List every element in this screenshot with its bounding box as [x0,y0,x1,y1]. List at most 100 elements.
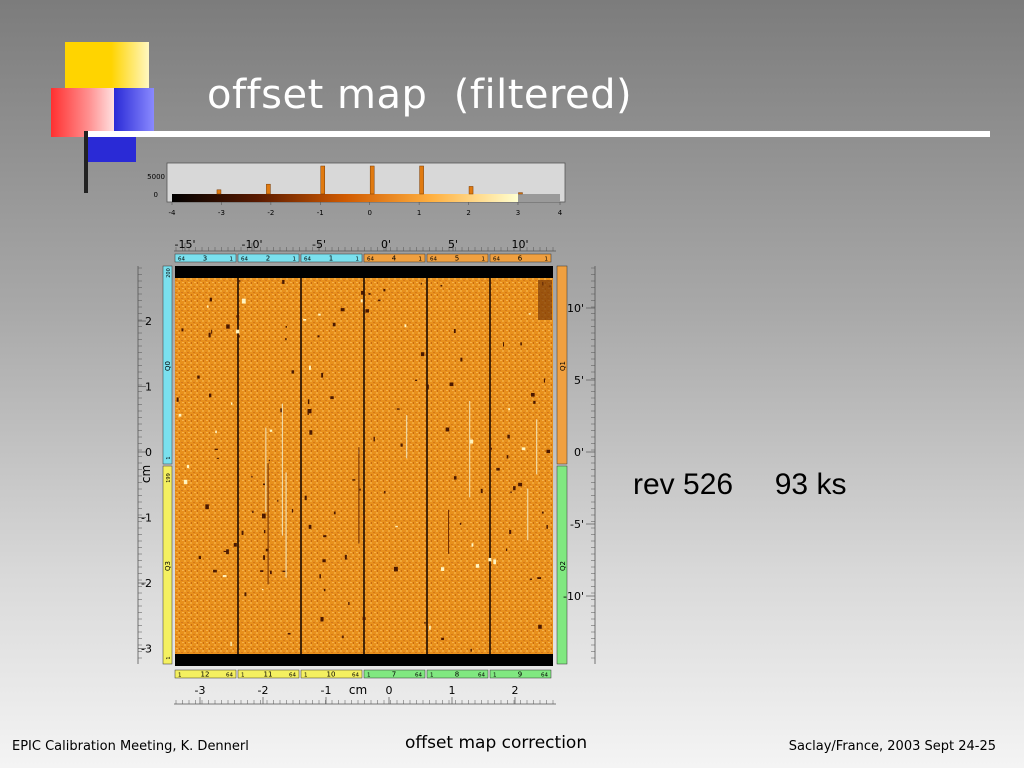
ccd-label-cell [426,253,489,263]
ccd-right-index: 1 [356,257,360,263]
left-cm-tick: 0 [145,446,152,459]
ccd-left-index: 1 [367,673,371,679]
ccd-number: 2 [266,255,270,263]
ccd-label-cell [174,669,237,679]
title-rule-shadow [84,131,88,193]
histogram-bar [419,165,424,195]
ccd-number: 1 [329,255,333,263]
quadrant-bar [556,265,568,465]
histogram-bar [266,183,271,195]
top-degree-tick: -5' [312,238,326,251]
ccd-label-cell [426,669,489,679]
left-cm-tick: 1 [145,381,152,394]
right-degree-axis: 10' 5' 0' -5' -10' [563,266,596,664]
quadrant-row-index: 1 [166,456,172,459]
footer-location-date: Saclay/France, 2003 Sept 24-25 [788,739,996,754]
histogram-bar [518,192,523,195]
top-degree-axis: -15' -10' -5' 0' 5' 10' [174,238,556,252]
title-rule [88,131,990,137]
hist-ytick: 0 [154,191,158,199]
hist-ytick: 5000 [147,173,165,181]
bottom-cm-tick: 0 [386,684,393,697]
hist-xtick: -3 [218,209,225,217]
ccd-number: 12 [201,671,210,679]
offset-map-figure: 5000 0 -4 -3 -2 -1 0 1 2 3 4 -15' -10' -5' 0' 5' 10' … [137,162,596,705]
ccd-number: 3 [203,255,207,263]
left-quadrant-strip: Q0 Q3 200 1 199 1 [162,265,173,665]
hist-xtick: 4 [558,209,563,217]
left-cm-tick: -2 [141,577,152,590]
top-degree-tick: 0' [381,238,391,251]
revolution-exposure-label: rev 526 93 ks [633,468,847,501]
quadrant-row-index: 1 [166,656,172,659]
ccd-number: 4 [392,255,397,263]
offset-map-image [175,266,553,666]
ccd-left-index: 64 [241,257,248,263]
histogram-bar [216,189,222,195]
ccd-number: 7 [392,671,396,679]
ccd-left-index: 1 [241,673,245,679]
ccd-right-index: 64 [478,673,485,679]
histogram-bar [468,186,474,195]
top-degree-tick: -10' [242,238,263,251]
ccd-number: 10 [327,671,336,679]
hist-xtick: -2 [267,209,274,217]
ccd-left-index: 1 [178,673,182,679]
ccd-label-cell [363,253,426,263]
footer-meeting: EPIC Calibration Meeting, K. Dennerl [12,739,249,754]
ccd-label-cell [489,669,552,679]
ccd-right-index: 1 [293,257,297,263]
left-axis-label: cm [139,465,153,483]
deco-blue-square [114,88,154,137]
left-cm-tick: 2 [145,315,152,328]
ccd-left-index: 64 [430,257,437,263]
histogram-xticks: -4 -3 -2 -1 0 1 2 3 4 [169,202,563,217]
ccd-label-cell [300,669,363,679]
hist-xtick: 0 [367,209,371,217]
hist-xtick: 2 [466,209,470,217]
top-degree-tick: 5' [448,238,458,251]
bottom-cm-tick: -1 [321,684,332,697]
ccd-right-index: 1 [230,257,234,263]
hist-xtick: 1 [417,209,421,217]
ccd-number: 6 [518,255,523,263]
bottom-cm-tick: -2 [258,684,269,697]
ccd-left-index: 64 [493,257,500,263]
ccd-left-index: 64 [367,257,374,263]
right-degree-tick: -5' [570,518,584,531]
ccd-left-index: 1 [430,673,434,679]
ccd-number: 5 [455,255,459,263]
hist-xtick: -4 [169,209,177,217]
bottom-cm-axis: -3 -2 -1 0 1 2 cm [174,683,556,705]
quadrant-label: Q1 [559,361,567,371]
ccd-left-index: 1 [304,673,308,679]
ccd-right-index: 64 [289,673,296,679]
ccd-right-index: 64 [226,673,233,679]
hist-xtick: -1 [317,209,324,217]
histogram-bar [369,165,375,195]
quadrant-bar [556,465,568,665]
ccd-left-index: 64 [178,257,185,263]
ccd-right-index: 1 [482,257,486,263]
quadrant-label: Q0 [164,361,172,371]
ccd-right-index: 64 [541,673,548,679]
ccd-right-index: 1 [545,257,549,263]
bottom-cm-tick: -3 [195,684,206,697]
ccd-right-index: 1 [419,257,423,263]
ccd-label-cell [237,253,300,263]
ccd-right-index: 64 [352,673,359,679]
histogram-peaks [216,165,523,195]
top-degree-tick: 10' [511,238,528,251]
quadrant-bar [162,265,173,465]
ccd-label-cell [237,669,300,679]
top-degree-tick: -15' [175,238,196,251]
left-cm-tick: -3 [141,643,152,656]
ccd-left-index: 64 [304,257,311,263]
ccd-number: 8 [455,671,459,679]
quadrant-label: Q2 [559,561,567,571]
bottom-axis-label: cm [349,683,367,697]
right-degree-tick: 5' [574,374,584,387]
quadrant-label: Q3 [164,561,172,571]
hist-xtick: 3 [516,209,520,217]
ccd-right-index: 64 [415,673,422,679]
